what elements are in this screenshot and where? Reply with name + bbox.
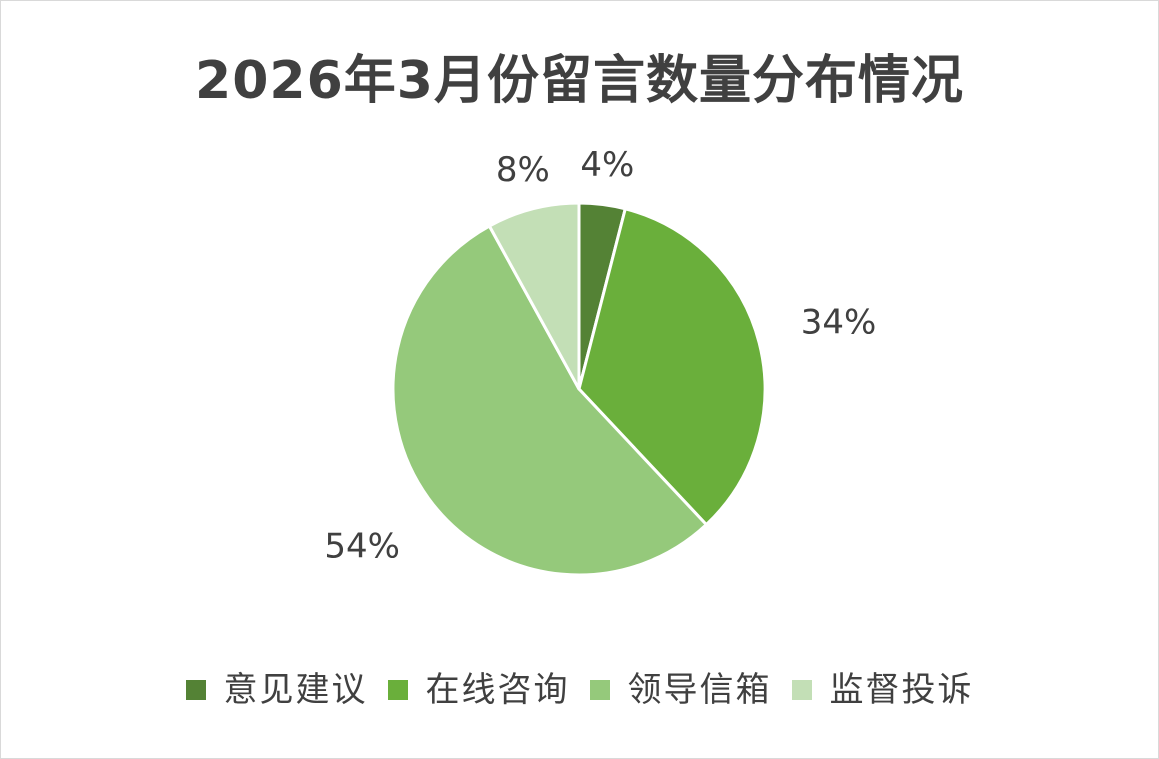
legend-label: 监督投诉 bbox=[829, 670, 974, 710]
pie-slice-在线咨询 bbox=[577, 207, 767, 527]
data-label-意见建议: 4% bbox=[580, 145, 634, 185]
legend-item-监督投诉: 监督投诉 bbox=[791, 666, 974, 714]
data-label-领导信箱: 54% bbox=[324, 527, 400, 567]
pie-slice-监督投诉 bbox=[487, 201, 581, 391]
legend-swatch bbox=[387, 680, 408, 700]
legend-label: 在线咨询 bbox=[425, 670, 570, 710]
legend-item-意见建议: 意见建议 bbox=[185, 666, 368, 714]
legend-swatch bbox=[589, 680, 610, 700]
pie-slices bbox=[391, 201, 767, 577]
data-label-在线咨询: 34% bbox=[801, 302, 877, 342]
legend-swatch bbox=[185, 680, 206, 700]
legend-label: 领导信箱 bbox=[627, 670, 772, 710]
pie-slice-领导信箱 bbox=[391, 224, 708, 577]
legend-item-领导信箱: 领导信箱 bbox=[589, 666, 772, 714]
legend: 意见建议 在线咨询 领导信箱 监督投诉 bbox=[0, 666, 1159, 714]
chart-title: 2026年3月份留言数量分布情况 bbox=[195, 51, 964, 111]
data-label-监督投诉: 8% bbox=[496, 150, 550, 190]
legend-item-在线咨询: 在线咨询 bbox=[387, 666, 570, 714]
pie-data-labels: 4% 34% 54% 8% bbox=[324, 145, 876, 567]
legend-label: 意见建议 bbox=[223, 670, 368, 710]
legend-swatch bbox=[791, 680, 812, 700]
